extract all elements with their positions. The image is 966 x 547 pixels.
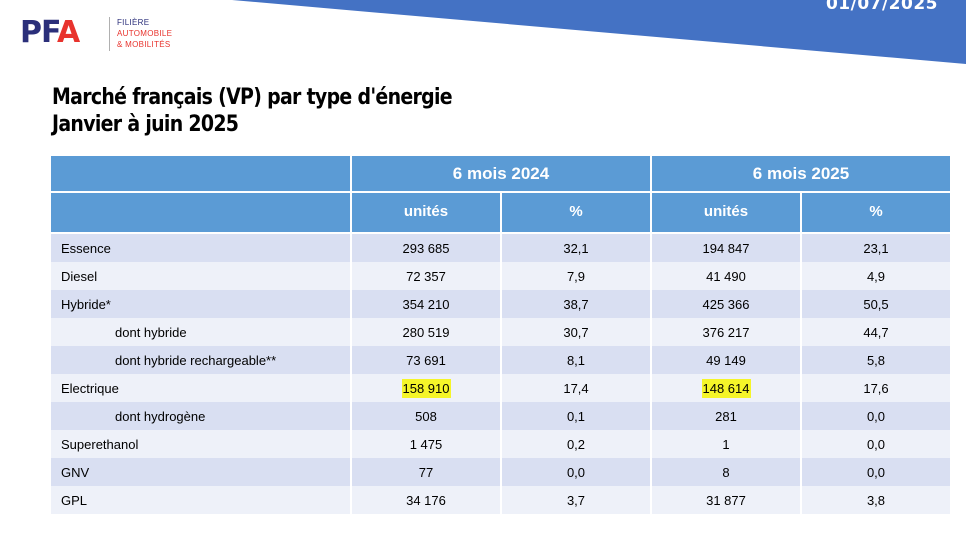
table-row: GNV 77 0,0 8 0,0: [51, 458, 950, 486]
units-2024: 34 176: [352, 486, 500, 514]
logo-line-3: & MOBILITÉS: [117, 40, 171, 49]
period-2024-header: 6 mois 2024: [352, 156, 650, 193]
pct-2024: 32,1: [502, 234, 650, 262]
units-2025: 194 847: [652, 234, 800, 262]
header-blank: [51, 156, 350, 193]
table-row: Superethanol 1 475 0,2 1 0,0: [51, 430, 950, 458]
logo-line-2: AUTOMOBILE: [117, 29, 173, 38]
units-2025: 376 217: [652, 318, 800, 346]
table-row: Diesel 72 357 7,9 41 490 4,9: [51, 262, 950, 290]
pct-2025: 44,7: [802, 318, 950, 346]
highlighted-value: 158 910: [401, 378, 451, 398]
title-line-1: Marché français (VP) par type d'énergie: [52, 85, 453, 110]
units-2024: 280 519: [352, 318, 500, 346]
logo-text: FILIÈRE AUTOMOBILE & MOBILITÉS: [117, 17, 172, 50]
pct-2024: 0,0: [502, 458, 650, 486]
table-row: dont hydrogène 508 0,1 281 0,0: [51, 402, 950, 430]
units-2025: 281: [652, 402, 800, 430]
units-2025: 31 877: [652, 486, 800, 514]
table-row: Electrique 158 910 17,4 148 614 17,6: [51, 374, 950, 402]
units-2025: 41 490: [652, 262, 800, 290]
units-2024: 158 910: [352, 374, 500, 402]
energy-label: Superethanol: [51, 430, 350, 458]
units-2024: 1 475: [352, 430, 500, 458]
header-banner: [232, 0, 966, 64]
logo-divider: [109, 17, 110, 51]
pct-2025: 23,1: [802, 234, 950, 262]
pct-2024: 0,1: [502, 402, 650, 430]
pct-2025: 0,0: [802, 458, 950, 486]
energy-label: Essence: [51, 234, 350, 262]
pct-2024: 30,7: [502, 318, 650, 346]
pct-2024: 38,7: [502, 290, 650, 318]
pct-2024: 17,4: [502, 374, 650, 402]
units-2025: 425 366: [652, 290, 800, 318]
pct-2025: 5,8: [802, 346, 950, 374]
logo-mark: PFA: [20, 15, 80, 50]
table-row: dont hybride 280 519 30,7 376 217 44,7: [51, 318, 950, 346]
period-header-row: 6 mois 2024 6 mois 2025: [51, 156, 950, 193]
pct-2025: 4,9: [802, 262, 950, 290]
pct-2024: 0,2: [502, 430, 650, 458]
units-2024: 508: [352, 402, 500, 430]
units-2025-header: unités: [652, 193, 800, 234]
units-2025: 1: [652, 430, 800, 458]
header-blank: [51, 193, 350, 234]
pct-2025: 3,8: [802, 486, 950, 514]
units-2025: 148 614: [652, 374, 800, 402]
pct-2025: 0,0: [802, 402, 950, 430]
energy-label: Hybride*: [51, 290, 350, 318]
units-2024-header: unités: [352, 193, 500, 234]
logo-line-1: FILIÈRE: [117, 18, 150, 27]
energy-label: GNV: [51, 458, 350, 486]
title-line-2: Janvier à juin 2025: [52, 112, 239, 137]
units-2025: 49 149: [652, 346, 800, 374]
energy-label: dont hybride rechargeable**: [51, 346, 350, 374]
units-2024: 354 210: [352, 290, 500, 318]
pct-2024: 3,7: [502, 486, 650, 514]
energy-market-table: 6 mois 2024 6 mois 2025 unités % unités …: [49, 156, 952, 514]
pct-2025: 50,5: [802, 290, 950, 318]
units-2024: 72 357: [352, 262, 500, 290]
period-2025-header: 6 mois 2025: [652, 156, 950, 193]
energy-label: dont hybride: [51, 318, 350, 346]
pct-2024: 8,1: [502, 346, 650, 374]
pct-2025: 17,6: [802, 374, 950, 402]
pct-2025-header: %: [802, 193, 950, 234]
pct-2025: 0,0: [802, 430, 950, 458]
energy-label: dont hydrogène: [51, 402, 350, 430]
table-row: Essence 293 685 32,1 194 847 23,1: [51, 234, 950, 262]
pct-2024-header: %: [502, 193, 650, 234]
slide-title: Marché français (VP) par type d'énergie …: [52, 84, 453, 138]
energy-label: Electrique: [51, 374, 350, 402]
units-2024: 293 685: [352, 234, 500, 262]
pct-2024: 7,9: [502, 262, 650, 290]
table-row: GPL 34 176 3,7 31 877 3,8: [51, 486, 950, 514]
column-header-row: unités % unités %: [51, 193, 950, 234]
energy-label: GPL: [51, 486, 350, 514]
units-2024: 73 691: [352, 346, 500, 374]
table-row: Hybride* 354 210 38,7 425 366 50,5: [51, 290, 950, 318]
units-2025: 8: [652, 458, 800, 486]
table-row: dont hybride rechargeable** 73 691 8,1 4…: [51, 346, 950, 374]
highlighted-value: 148 614: [701, 378, 751, 398]
units-2024: 77: [352, 458, 500, 486]
energy-label: Diesel: [51, 262, 350, 290]
slide-date: 01/07/2025: [825, 0, 938, 14]
